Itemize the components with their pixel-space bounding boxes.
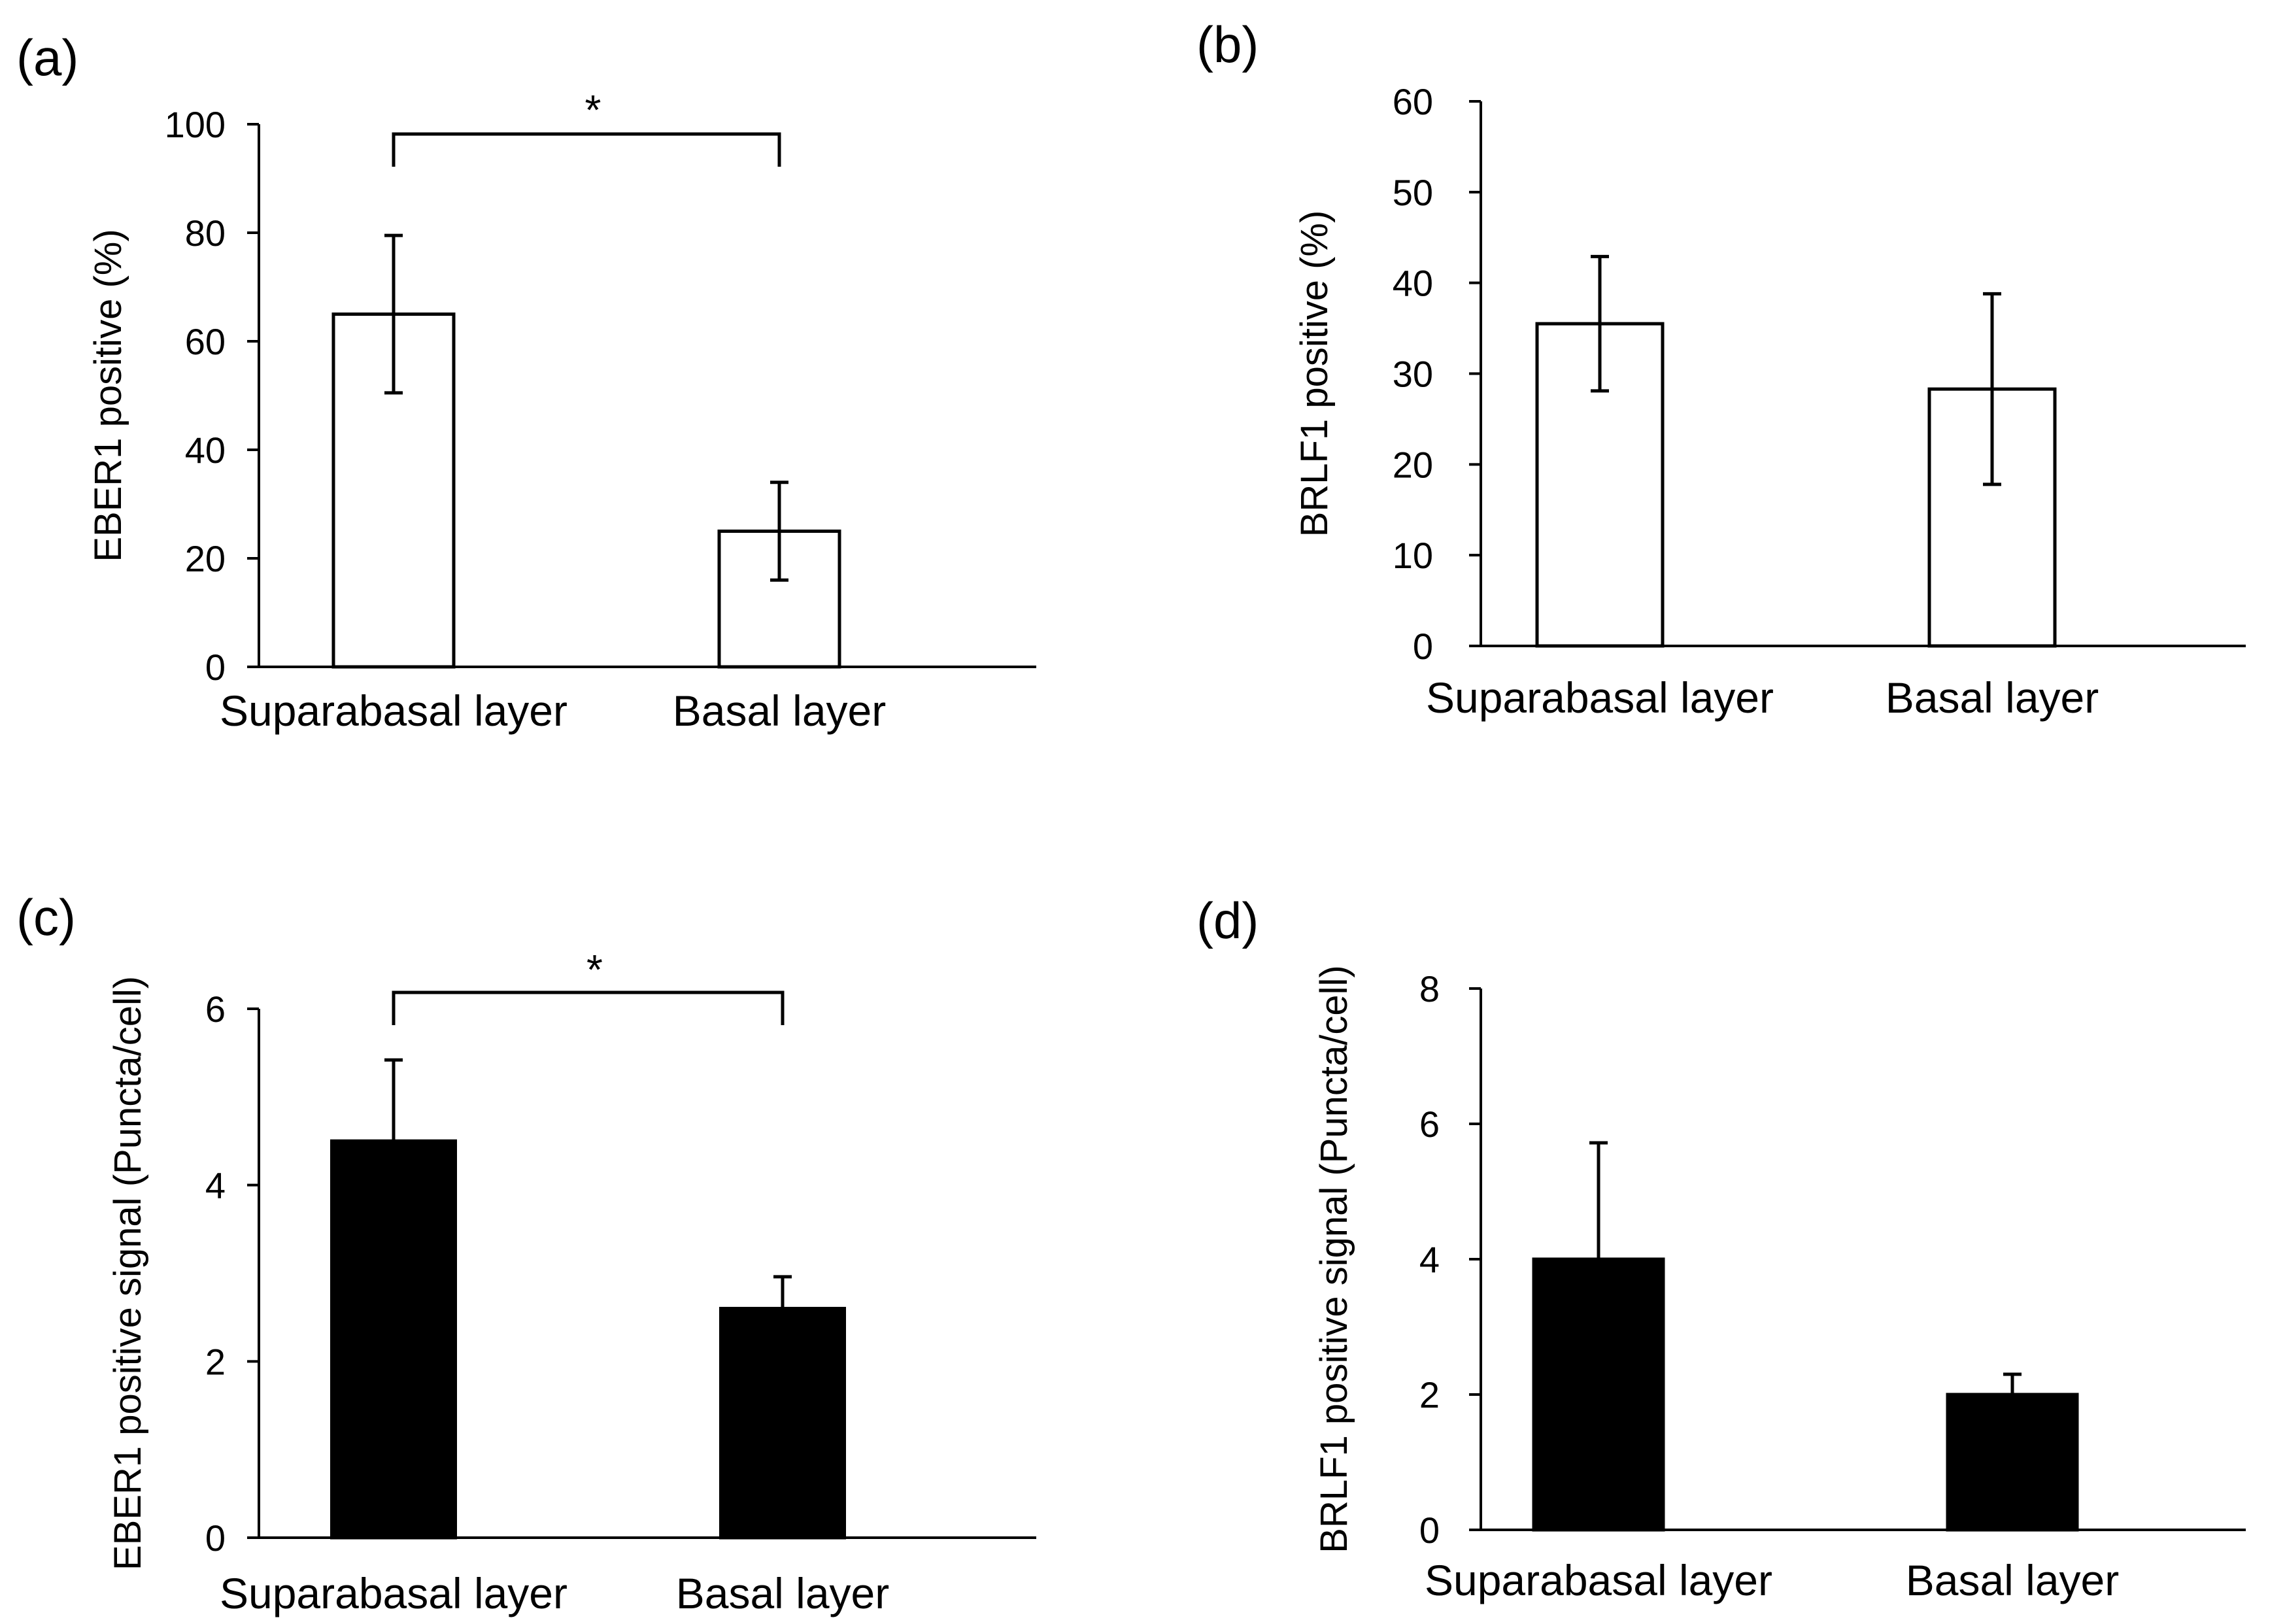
panel-label: (b) [1196, 16, 1259, 73]
chart-panel-b: (b) 0 10 20 30 40 50 60 BRLF1 positive (%) Supara… [1196, 16, 2246, 722]
y-tick-label: 4 [205, 1165, 226, 1206]
y-tick-label: 4 [1419, 1239, 1440, 1280]
y-tick-label: 40 [1393, 263, 1433, 304]
y-tick-label: 30 [1393, 354, 1433, 395]
y-tick-label: 8 [1419, 968, 1440, 1009]
chart-panel-c: (c) 0 2 4 6 EBER1 positive signal (Puncta/cel… [16, 888, 1036, 1617]
y-tick-label: 60 [185, 321, 226, 362]
category-label: Suparabasal layer [1425, 1556, 1772, 1604]
y-tick-label: 60 [1393, 81, 1433, 122]
panel-label: (d) [1196, 892, 1259, 949]
y-tick-label: 0 [1419, 1510, 1440, 1551]
y-tick-label: 50 [1393, 172, 1433, 213]
significance-marker: * [585, 86, 601, 133]
y-tick-label: 0 [1413, 626, 1433, 667]
y-tick-label: 20 [185, 538, 226, 579]
y-tick-label: 0 [205, 647, 226, 688]
y-tick-label: 20 [1393, 444, 1433, 485]
y-tick-label: 6 [205, 989, 226, 1030]
category-label: Basal layer [676, 1569, 890, 1617]
bar-basal [719, 1306, 846, 1540]
bar-basal [1946, 1393, 2079, 1532]
category-label: Suparabasal layer [220, 1569, 567, 1617]
y-tick-label: 40 [185, 430, 226, 471]
y-axis-title: BRLF1 positive signal (Puncta/cell) [1313, 965, 1355, 1553]
significance-marker: * [586, 946, 603, 993]
y-tick-label: 2 [205, 1341, 226, 1382]
y-tick-label: 80 [185, 212, 226, 254]
y-axis-title: BRLF1 positive (%) [1293, 211, 1336, 537]
chart-panel-d: (d) 0 2 4 6 8 BRLF1 positive signal (Puncta/ce… [1196, 892, 2246, 1604]
category-label: Suparabasal layer [1426, 673, 1774, 722]
significance-bracket [392, 990, 785, 1025]
y-tick-label: 100 [165, 104, 226, 145]
significance-bracket [392, 132, 781, 167]
panel-label: (c) [16, 888, 76, 946]
y-axis-title: EBER1 positive (%) [87, 229, 129, 562]
y-tick-label: 2 [1419, 1374, 1440, 1415]
panel-label: (a) [16, 29, 78, 86]
chart-panel-a: (a) 0 20 40 60 80 100 EBER1 positive (%) Suparab… [16, 29, 1036, 735]
y-tick-label: 0 [205, 1517, 226, 1559]
y-tick-label: 10 [1393, 535, 1433, 576]
category-label: Basal layer [1886, 673, 2099, 722]
category-label: Basal layer [1906, 1556, 2120, 1604]
y-axis-title: EBER1 positive signal (Puncta/cell) [107, 976, 149, 1570]
y-tick-label: 6 [1419, 1104, 1440, 1145]
category-label: Suparabasal layer [220, 686, 567, 735]
category-label: Basal layer [673, 686, 887, 735]
